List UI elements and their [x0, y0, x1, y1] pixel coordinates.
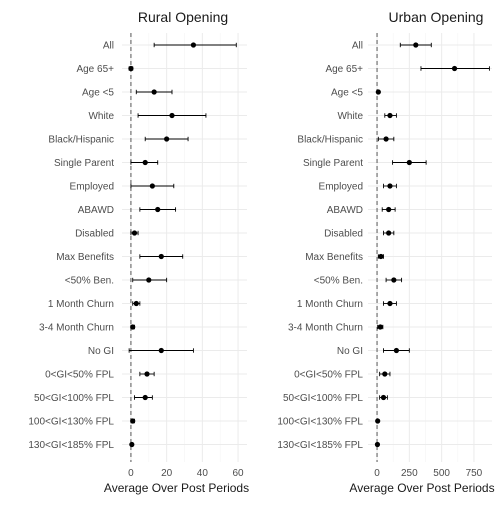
- x-tick-label: 40: [197, 468, 209, 479]
- estimate-point: [142, 159, 148, 166]
- category-label: <50% Ben.: [314, 276, 363, 287]
- estimate-point: [130, 324, 136, 330]
- category-label: Max Benefits: [56, 252, 114, 263]
- estimate-point: [131, 230, 138, 236]
- estimate-point: [383, 136, 389, 142]
- x-tick-label: 250: [401, 468, 418, 479]
- category-label: Black/Hispanic: [48, 135, 114, 146]
- category-label: White: [337, 111, 363, 122]
- panel-title: Rural Opening: [138, 9, 228, 25]
- category-label: 0<GI<50% FPL: [294, 370, 363, 381]
- category-label: Black/Hispanic: [297, 135, 363, 146]
- estimate-point: [451, 65, 458, 72]
- estimate-point: [158, 347, 164, 354]
- estimate-point: [387, 112, 393, 119]
- x-tick-label: 20: [161, 468, 173, 479]
- estimate-point: [386, 230, 392, 236]
- estimate-point: [378, 253, 384, 260]
- category-label: ABAWD: [78, 205, 114, 216]
- category-label: All: [352, 41, 363, 52]
- estimate-point: [146, 277, 152, 283]
- x-tick-label: 60: [233, 468, 245, 479]
- estimate-point: [128, 65, 134, 72]
- estimate-point: [377, 324, 383, 330]
- category-label: Max Benefits: [305, 252, 363, 263]
- estimate-point: [413, 42, 419, 48]
- category-label: All: [103, 41, 114, 52]
- estimate-point: [406, 159, 412, 166]
- category-label: <50% Ben.: [65, 276, 114, 287]
- category-label: 50<GI<100% FPL: [283, 393, 363, 404]
- estimate-point: [386, 206, 392, 213]
- estimate-point: [151, 89, 157, 95]
- category-label: Employed: [70, 182, 114, 193]
- estimate-point: [142, 394, 148, 401]
- category-label: Employed: [319, 182, 363, 193]
- category-label: Single Parent: [303, 158, 363, 169]
- category-label: ABAWD: [327, 205, 363, 216]
- estimate-point: [387, 183, 393, 189]
- estimate-point: [380, 394, 387, 401]
- estimate-point: [374, 441, 381, 448]
- estimate-point: [391, 277, 397, 283]
- x-tick-label: 750: [466, 468, 483, 479]
- category-label: Age 65+: [76, 64, 114, 75]
- category-label: 1 Month Churn: [297, 299, 363, 310]
- estimate-point: [155, 206, 161, 213]
- rural-opening-panel: 0 20 40 60 All Age 65+ Age <5 White Black/Hispan…: [28, 9, 249, 495]
- category-label: 50<GI<100% FPL: [34, 393, 114, 404]
- category-label: No GI: [337, 346, 363, 357]
- estimate-point: [133, 300, 139, 307]
- category-label: Age 65+: [325, 64, 363, 75]
- category-label: 1 Month Churn: [48, 299, 114, 310]
- estimate-point: [190, 42, 197, 48]
- category-label: Single Parent: [54, 158, 114, 169]
- estimate-point: [393, 347, 400, 354]
- category-label: 100<GI<130% FPL: [28, 417, 114, 428]
- x-tick-label: 0: [128, 468, 134, 479]
- x-tick-label: 500: [433, 468, 450, 479]
- category-label: No GI: [88, 346, 114, 357]
- estimate-point: [375, 418, 381, 424]
- x-tick-label: 0: [374, 468, 380, 479]
- estimate-point: [375, 89, 381, 95]
- estimate-point: [382, 371, 388, 377]
- category-label: 3-4 Month Churn: [288, 323, 363, 334]
- urban-opening-panel: 0 250 500 750 All Age 65+ Age <5 White Black/His…: [277, 9, 494, 495]
- category-label: 3-4 Month Churn: [39, 323, 114, 334]
- category-label: 0<GI<50% FPL: [45, 370, 114, 381]
- category-label: Disabled: [324, 229, 363, 240]
- estimate-point: [387, 300, 393, 307]
- x-axis-title: Average Over Post Periods: [349, 481, 494, 495]
- category-label: Disabled: [75, 229, 114, 240]
- category-label: Age <5: [82, 88, 114, 99]
- panel-title: Urban Opening: [389, 9, 484, 25]
- estimate-point: [129, 441, 135, 448]
- x-axis-title: Average Over Post Periods: [104, 481, 249, 495]
- estimate-point: [149, 183, 155, 189]
- category-label: 130<GI<185% FPL: [277, 440, 363, 451]
- category-label: 100<GI<130% FPL: [277, 417, 363, 428]
- estimate-point: [169, 112, 175, 119]
- estimate-point: [130, 418, 136, 424]
- category-label: White: [88, 111, 114, 122]
- category-label: Age <5: [331, 88, 363, 99]
- estimate-point: [158, 253, 164, 260]
- estimate-point: [144, 371, 150, 377]
- estimate-point: [164, 136, 170, 142]
- category-label: 130<GI<185% FPL: [28, 440, 114, 451]
